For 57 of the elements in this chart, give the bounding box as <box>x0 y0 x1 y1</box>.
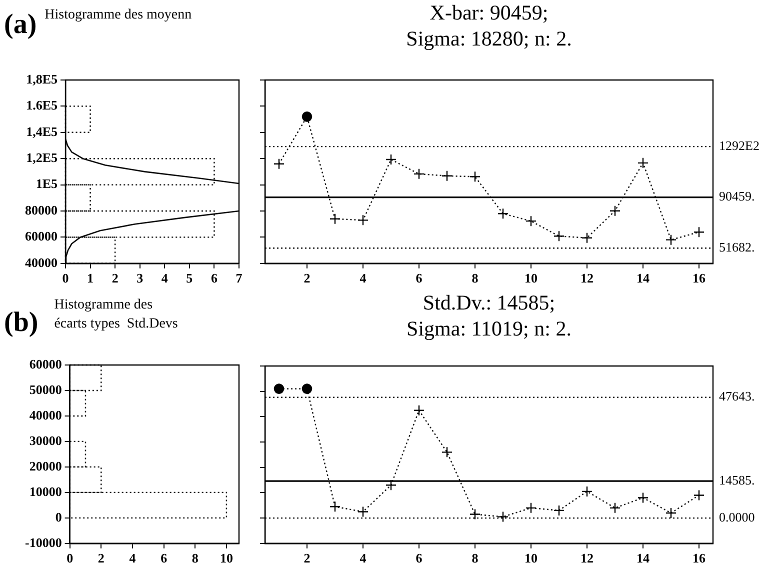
ref-line-label: 47643. <box>719 388 755 404</box>
x-tick-label: 10 <box>524 550 538 566</box>
y-tick-label: 1E5 <box>36 176 58 192</box>
x-tick-label: 4 <box>129 550 136 566</box>
x-tick-label: 7 <box>236 270 243 286</box>
y-tick-label: 40000 <box>25 254 58 270</box>
x-tick-label: 16 <box>692 270 706 286</box>
ref-line-label: 1292E2 <box>719 138 760 153</box>
y-tick-label: 30000 <box>29 432 62 448</box>
x-tick-label: 2 <box>304 270 310 286</box>
text: (a) <box>4 9 37 40</box>
x-tick-label: 6 <box>416 550 423 566</box>
x-tick-label: 0 <box>66 550 74 566</box>
x-tick-label: 2 <box>98 550 104 566</box>
chart-title: Histogramme des écarts types Std.Devs <box>54 298 178 332</box>
x-tick-label: 8 <box>472 270 479 286</box>
x-tick-label: 6 <box>210 270 218 286</box>
x-tick-label: 6 <box>160 550 168 566</box>
x-tick-label: 8 <box>472 550 479 566</box>
text: (b) <box>4 307 38 338</box>
x-tick-label: 2 <box>304 550 310 566</box>
x-tick-label: 14 <box>636 550 650 566</box>
ref-line-label: 14585. <box>719 472 755 488</box>
x-tick-label: 2 <box>112 270 118 286</box>
y-tick-label: 1.6E5 <box>26 98 58 113</box>
x-tick-label: 10 <box>524 270 538 286</box>
y-tick-label: 0 <box>55 509 62 524</box>
ref-line-label: 0.0000 <box>719 509 755 524</box>
x-tick-label: 12 <box>580 550 594 566</box>
y-tick-label: 1,4E5 <box>26 124 58 139</box>
y-tick-label: 20000 <box>29 458 62 474</box>
x-tick-label: 4 <box>360 270 367 286</box>
y-tick-label: 80000 <box>25 202 58 218</box>
x-tick-label: 4 <box>360 550 367 566</box>
ref-line-label: 90459. <box>719 188 755 204</box>
y-tick-label: 60000 <box>29 356 62 372</box>
x-tick-label: 14 <box>636 270 650 286</box>
y-tick-label: -10000 <box>24 534 62 550</box>
y-tick-label: 60000 <box>25 228 58 244</box>
y-tick-label: 40000 <box>29 407 62 422</box>
y-tick-label: 10000 <box>29 484 62 499</box>
chart-title: Histogramme des moyenn <box>44 8 192 23</box>
x-tick-label: 16 <box>692 550 706 566</box>
y-tick-label: 1,2E5 <box>26 150 58 165</box>
x-tick-label: 4 <box>161 270 168 286</box>
chart-title: X-bar: 90459; Sigma: 18280; n: 2. <box>406 0 572 51</box>
x-tick-label: 3 <box>136 270 144 286</box>
y-tick-label: 1,8E5 <box>26 71 58 86</box>
x-tick-label: 5 <box>186 270 194 286</box>
y-tick-label: 50000 <box>29 382 62 397</box>
chart-title: Std.Dv.: 14585; Sigma: 11019; n: 2. <box>406 290 572 341</box>
ref-line-label: 51682. <box>719 240 755 255</box>
x-tick-label: 12 <box>580 270 594 286</box>
x-tick-label: 8 <box>192 550 199 566</box>
x-tick-label: 6 <box>416 270 423 286</box>
x-tick-label: 10 <box>220 550 233 566</box>
x-tick-label: 1 <box>87 270 94 286</box>
